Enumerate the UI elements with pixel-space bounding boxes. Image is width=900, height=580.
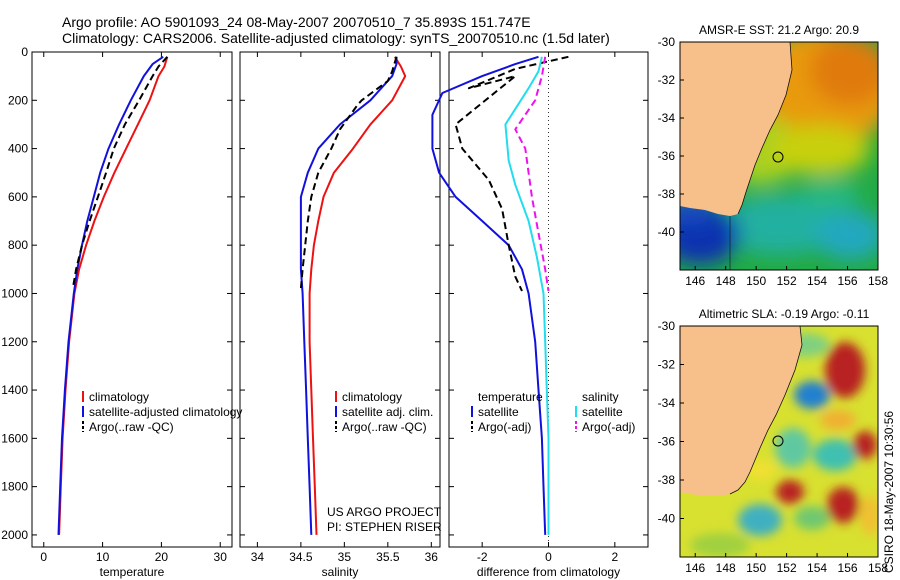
salinity-legend-label: satellite adj. clim.	[342, 405, 433, 419]
sst-map-title: AMSR-E SST: 21.2 Argo: 20.9	[699, 23, 859, 37]
sst-map-ytick-label: -36	[658, 149, 676, 163]
temperature-ytick-label: 400	[8, 142, 28, 156]
map-axes: 146 148 150 152 154 156 158-30-32-34-36-38-401…	[658, 35, 889, 575]
temperature-ytick-label: 200	[8, 93, 28, 107]
sst-map-xtick-label: 148	[716, 274, 736, 288]
salinity-xtick-label: 36	[425, 550, 439, 564]
sla-argo-marker	[772, 435, 784, 447]
sst-map-xtick-label: 146	[685, 274, 705, 288]
sst-map-ytick-label: -34	[658, 111, 676, 125]
sst-map-xtick-label: 158	[868, 274, 888, 288]
temperature-xtick-label: 10	[96, 550, 110, 564]
temperature-legend-label: climatology	[89, 390, 149, 404]
temperature-ytick-label: 1800	[1, 480, 28, 494]
figure-title-line2: Climatology: CARS2006. Satellite-adjuste…	[62, 30, 610, 46]
difference-legend-label: satellite	[478, 405, 519, 419]
salinity-xtick-label: 34.5	[289, 550, 313, 564]
sla-map-xtick-label: 148	[716, 561, 736, 575]
figure-title-line1: Argo profile: AO 5901093_24 08-May-2007 …	[62, 14, 531, 30]
difference-legend-label: Argo(-adj)	[582, 420, 635, 434]
salinity-xlabel: salinity	[322, 565, 359, 579]
sla-map-ytick-label: -38	[658, 473, 676, 487]
difference-legend-header: salinity	[582, 390, 619, 404]
temperature-series-satellite-adjusted-climatology	[57, 55, 164, 535]
temperature-ytick-label: 2000	[1, 528, 28, 542]
temperature-series-climatology	[58, 56, 169, 535]
difference-xtick-label: 2	[611, 550, 618, 564]
sla-map-xtick-label: 154	[807, 561, 827, 575]
sla-map-ytick-label: -32	[658, 358, 676, 372]
sla-map-xtick-label: 152	[777, 561, 797, 575]
difference-legend-header: temperature	[478, 390, 543, 404]
sst-map-xtick-label: 154	[807, 274, 827, 288]
sla-map-field	[680, 326, 878, 557]
difference-legend-label: Argo(-adj)	[478, 420, 531, 434]
temperature-ytick-label: 1200	[1, 335, 28, 349]
sst-map-ytick-label: -30	[658, 35, 676, 49]
salinity-xtick-label: 35.5	[376, 550, 400, 564]
temperature-ytick-label: 1000	[1, 286, 28, 300]
salinity-legend-label: Argo(..raw -QC)	[342, 420, 427, 434]
salinity-legend-label: climatology	[342, 390, 402, 404]
panel-temperature: 0 10 20 30 0 200 400 600 800 1000 1200 1400 1600 1800…	[1, 45, 242, 579]
temperature-xtick-label: 20	[155, 550, 169, 564]
profile-charts: 0 10 20 30020040060080010001200140016001800…	[1, 45, 649, 579]
temperature-ytick-label: 0	[21, 45, 28, 59]
sla-map-title: Altimetric SLA: -0.19 Argo: -0.11	[699, 307, 870, 321]
temperature-xtick-label: 0	[40, 550, 47, 564]
difference-series-temperature-satellite	[431, 55, 547, 535]
sst-map-xtick-label: 150	[746, 274, 766, 288]
difference-series-salinity-satellite	[504, 56, 550, 535]
temperature-ytick-label: 600	[8, 190, 28, 204]
sla-map-xtick-label: 150	[746, 561, 766, 575]
sla-map-ytick-label: -30	[658, 319, 676, 333]
temperature-legend-label: satellite-adjusted climatology	[89, 405, 242, 419]
salinity-series-argo-raw-qc-	[299, 56, 398, 289]
sla-map-ytick-label: -40	[658, 512, 676, 526]
salinity-xtick-label: 35	[338, 550, 352, 564]
sst-map-xtick-label: 156	[838, 274, 858, 288]
difference-xtick-label: 0	[545, 550, 552, 564]
difference-xlabel: difference from climatology	[477, 565, 620, 579]
temperature-ytick-label: 800	[8, 238, 28, 252]
csiro-timestamp: CSIRO 18-May-2007 10:30:56	[882, 411, 896, 573]
temperature-ytick-label: 1400	[1, 383, 28, 397]
difference-series-temperature-argo-adj-	[454, 55, 569, 292]
salinity-frame	[239, 51, 441, 548]
sst-map-ytick-label: -38	[658, 187, 676, 201]
salinity-series-satellite-adj-clim-	[299, 56, 398, 535]
sla-map-xtick-label: 158	[868, 561, 888, 575]
temperature-series-argo-raw-qc-	[72, 56, 169, 287]
sst-map-ytick-label: -40	[658, 225, 676, 239]
salinity-xtick-label: 34	[251, 550, 265, 564]
temperature-xtick-label: 30	[214, 550, 228, 564]
sst-argo-marker	[772, 151, 784, 163]
sla-map-xtick-label: 156	[838, 561, 858, 575]
salinity-series-climatology	[308, 56, 407, 535]
pi-credit: PI: STEPHEN RISER	[327, 520, 442, 534]
difference-legend-label: satellite	[582, 405, 623, 419]
temperature-legend-label: Argo(..raw -QC)	[89, 420, 174, 434]
sla-map-axes: 146 148 150 152 154 156 158 -30 -32 -34 -36 -38 -40	[658, 319, 889, 575]
temperature-ytick-label: 1600	[1, 431, 28, 445]
difference-series-salinity-argo-adj-	[514, 56, 550, 292]
temperature-xlabel: temperature	[100, 565, 165, 579]
sst-map-ytick-label: -32	[658, 73, 676, 87]
temperature-frame	[31, 51, 233, 548]
project-credit: US ARGO PROJECT	[327, 505, 442, 519]
sst-map-axes: 146 148 150 152 154 156 158 -30 -32 -34 -36 -38 -40	[658, 35, 889, 288]
panel-salinity: 34 34.5 35 35.5 36 salinity climatologysatelli…	[239, 51, 441, 579]
sst-map-field	[680, 42, 878, 270]
sla-map-xtick-label: 146	[685, 561, 705, 575]
sla-map-ytick-label: -36	[658, 435, 676, 449]
sst-map-xtick-label: 152	[777, 274, 797, 288]
difference-xtick-label: -2	[477, 550, 488, 564]
sla-map-ytick-label: -34	[658, 396, 676, 410]
